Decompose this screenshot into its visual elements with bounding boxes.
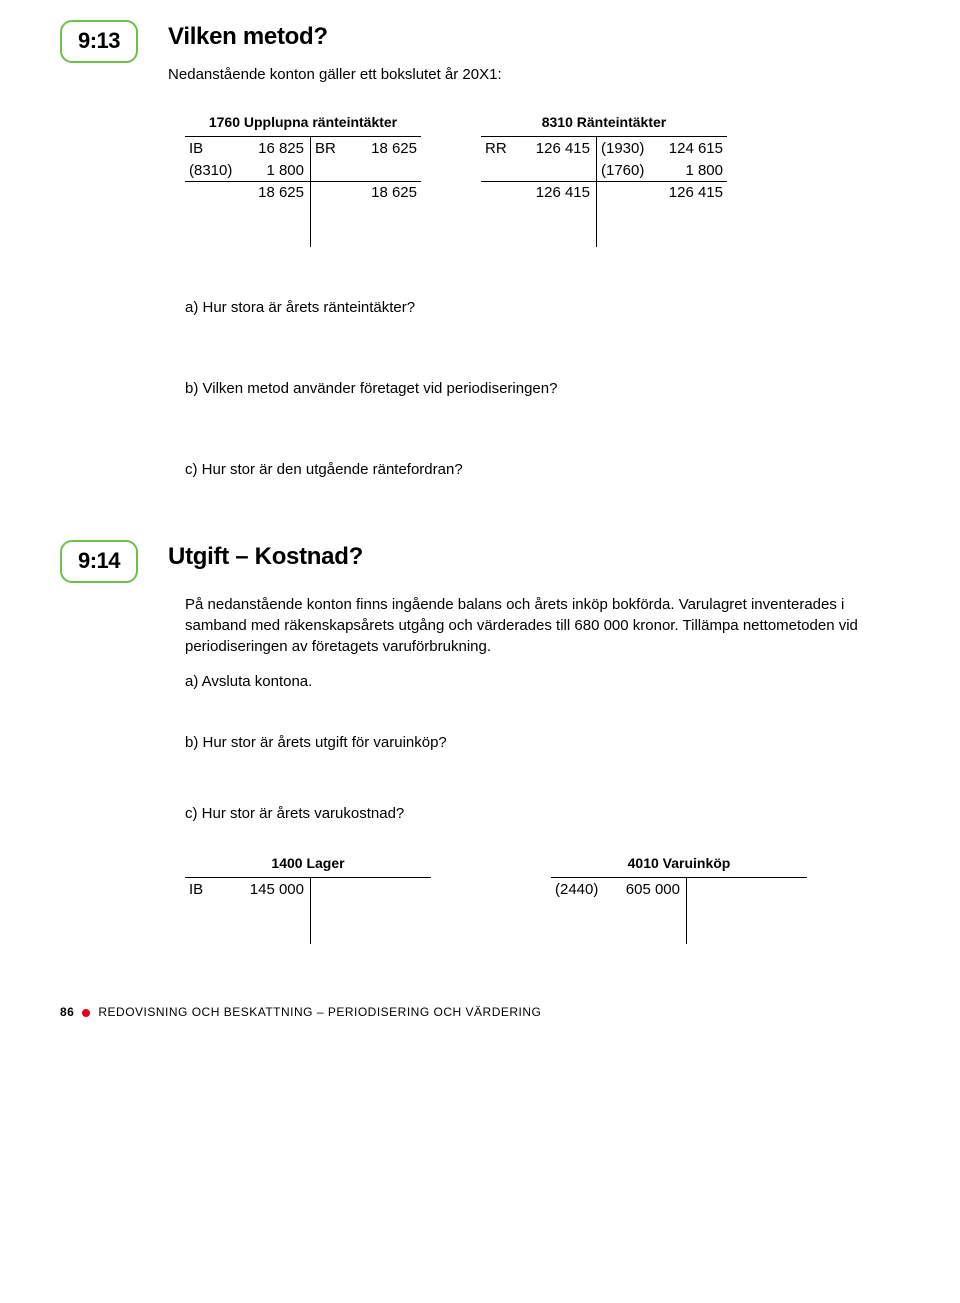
exercise-914-header: 9:14 Utgift – Kostnad? — [60, 540, 900, 584]
t-account-1760-title: 1760 Upplupna ränteintäkter — [185, 113, 421, 133]
taccounts-row-914: 1400 Lager IB145 000 4010 Varuinköp ( — [185, 854, 900, 945]
exercise-badge-914: 9:14 — [60, 540, 138, 583]
t8310-r-sum: 126 415 — [652, 182, 727, 203]
exercise-badge-913: 9:13 — [60, 20, 138, 63]
t1760-r-r1-val: 18 625 — [351, 138, 421, 159]
t8310-l-r1-val: 126 415 — [521, 138, 596, 159]
q913-b: b) Vilken metod använder företaget vid p… — [185, 378, 900, 399]
t1400-l-r1-val: 145 000 — [225, 879, 310, 900]
t-account-1760: 1760 Upplupna ränteintäkter IB16 825 (83… — [185, 113, 421, 248]
t1400-l-r1-label: IB — [185, 879, 225, 900]
footer-text: REDOVISNING OCH BESKATTNING – PERIODISER… — [98, 1004, 541, 1021]
t-account-8310-title: 8310 Ränteintäkter — [481, 113, 727, 133]
page-footer: 86 REDOVISNING OCH BESKATTNING – PERIODI… — [60, 1004, 900, 1021]
t-account-1400: 1400 Lager IB145 000 — [185, 854, 431, 945]
t-account-1400-title: 1400 Lager — [185, 854, 431, 874]
t-account-4010: 4010 Varuinköp (2440)605 000 — [551, 854, 807, 945]
t1760-r-r1-label: BR — [311, 138, 351, 159]
t1760-l-sum: 18 625 — [240, 182, 310, 203]
exercise-title-914: Utgift – Kostnad? — [168, 540, 900, 574]
q913-a: a) Hur stora är årets ränteintäkter? — [185, 297, 900, 318]
t4010-l-r1-label: (2440) — [551, 879, 606, 900]
exercise-intro-913: Nedanstående konton gäller ett bokslutet… — [168, 64, 900, 85]
t1760-r-sum: 18 625 — [351, 182, 421, 203]
t8310-r-r2-label: (1760) — [597, 160, 652, 181]
t8310-l-r1-label: RR — [481, 138, 521, 159]
exercise-913-header: 9:13 Vilken metod? Nedanstående konton g… — [60, 20, 900, 95]
q914-b: b) Hur stor är årets utgift för varuinkö… — [185, 732, 900, 753]
q914-c: c) Hur stor är årets varukostnad? — [185, 803, 900, 824]
footer-dot-icon — [82, 1009, 90, 1017]
exercise-intro-914: På nedanstående konton finns ingående ba… — [185, 594, 900, 657]
exercise-914-body: På nedanstående konton finns ingående ba… — [185, 594, 900, 945]
t8310-r-r1-label: (1930) — [597, 138, 652, 159]
t1760-l-r2-val: 1 800 — [240, 160, 310, 181]
t1760-l-r1-val: 16 825 — [240, 138, 310, 159]
t1760-l-r2-label: (8310) — [185, 160, 240, 181]
t8310-l-sum: 126 415 — [521, 182, 596, 203]
taccounts-row-913: 1760 Upplupna ränteintäkter IB16 825 (83… — [185, 113, 900, 248]
t-account-4010-title: 4010 Varuinköp — [551, 854, 807, 874]
t-account-8310: 8310 Ränteintäkter RR126 415 126 415 (19… — [481, 113, 727, 248]
q913-c: c) Hur stor är den utgående räntefordran… — [185, 459, 900, 480]
t8310-r-r1-val: 124 615 — [652, 138, 727, 159]
questions-913: a) Hur stora är årets ränteintäkter? b) … — [185, 297, 900, 480]
footer-page-number: 86 — [60, 1004, 74, 1021]
exercise-title-913: Vilken metod? — [168, 20, 900, 54]
t8310-r-r2-val: 1 800 — [652, 160, 727, 181]
t1760-l-r1-label: IB — [185, 138, 240, 159]
q914-a: a) Avsluta kontona. — [185, 671, 900, 692]
t4010-l-r1-val: 605 000 — [606, 879, 686, 900]
